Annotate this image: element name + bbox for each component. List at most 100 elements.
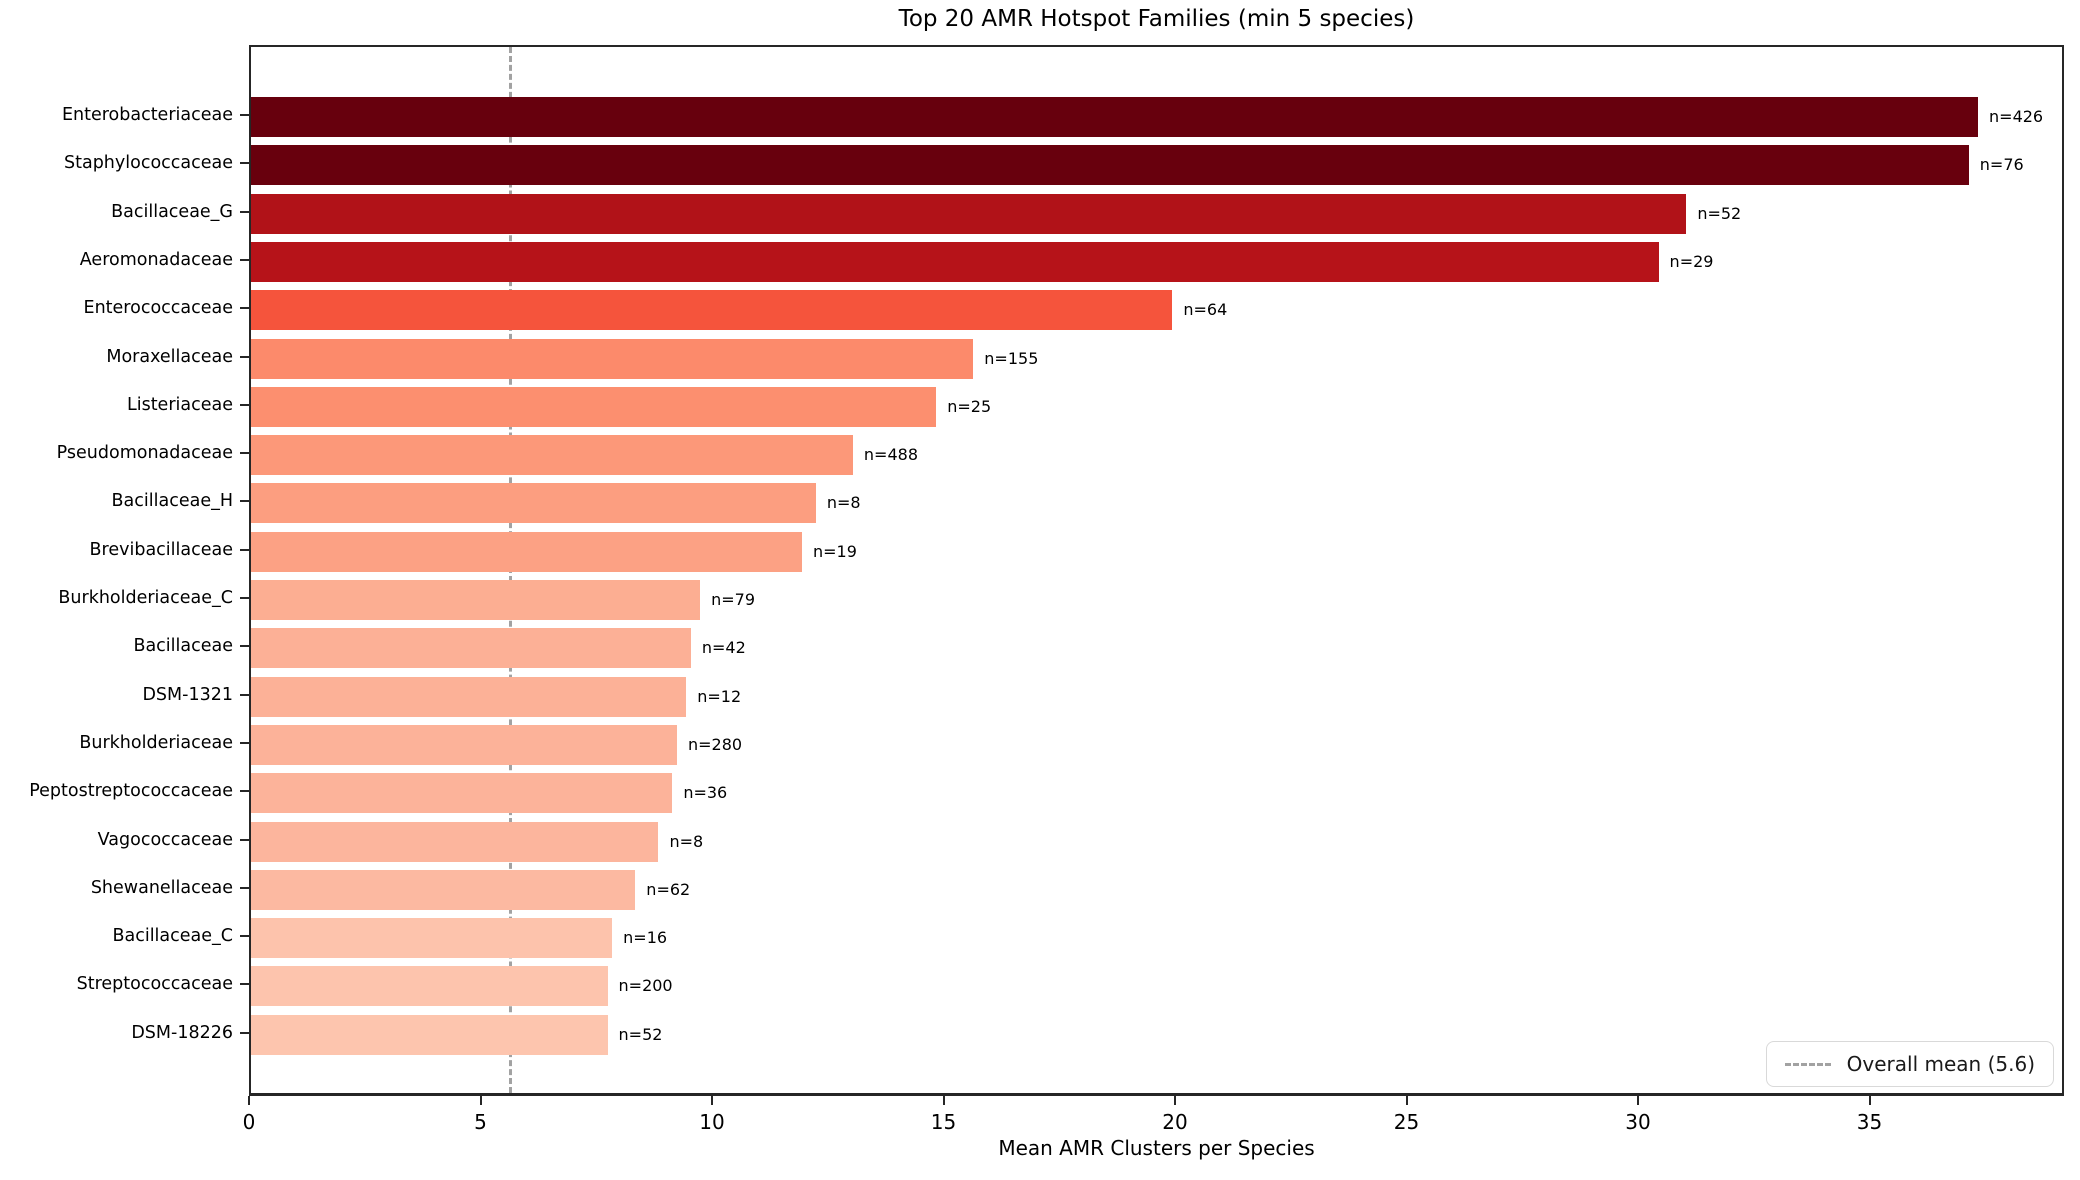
bar-count-label: n=16	[623, 928, 668, 948]
y-tick	[240, 307, 249, 310]
x-tick-label: 35	[1856, 1110, 1883, 1134]
x-tick-label: 15	[930, 1110, 957, 1134]
bar	[251, 773, 673, 814]
chart-title: Top 20 AMR Hotspot Families (min 5 speci…	[898, 6, 1415, 32]
x-tick	[1637, 1096, 1640, 1105]
y-tick	[240, 210, 249, 213]
bar	[251, 97, 1979, 137]
y-tick	[240, 838, 249, 841]
y-axis-label: DSM-18226	[131, 1022, 233, 1043]
y-axis-label: Burkholderiaceae	[79, 732, 233, 753]
y-axis-label: Bacillaceae_G	[111, 201, 233, 222]
y-axis-label: Bacillaceae	[133, 636, 233, 657]
y-tick	[240, 597, 249, 599]
bar	[251, 821, 659, 862]
bar-count-label: n=29	[1669, 251, 1714, 271]
x-tick-label: 20	[1162, 1110, 1188, 1134]
x-tick	[479, 1096, 482, 1105]
y-tick	[240, 790, 249, 793]
y-axis-label: Aeromonadaceae	[79, 249, 233, 270]
bar-count-label: n=488	[863, 445, 918, 465]
y-axis-label: Brevibacillaceae	[89, 539, 233, 560]
y-tick	[240, 741, 249, 744]
bar	[251, 1014, 608, 1055]
y-tick	[240, 500, 249, 503]
x-tick	[711, 1096, 713, 1105]
bar-count-label: n=52	[1697, 203, 1742, 223]
y-axis-label: Enterobacteriaceae	[61, 105, 233, 125]
legend-label: Overall mean (5.6)	[1846, 1052, 2035, 1076]
bar-count-label: n=155	[984, 348, 1039, 368]
y-axis-label: Burkholderiaceae_C	[58, 588, 233, 608]
bar	[251, 918, 613, 959]
y-tick	[240, 452, 249, 455]
y-tick	[240, 548, 249, 551]
bar	[251, 531, 802, 572]
bar-count-label: n=64	[1183, 300, 1228, 320]
y-tick	[240, 935, 249, 938]
y-tick	[240, 403, 249, 406]
bar	[251, 676, 687, 717]
bar	[251, 338, 974, 379]
y-axis-label: Bacillaceae_C	[112, 926, 233, 947]
x-tick-label: 0	[242, 1110, 256, 1134]
y-axis-label: Streptococcaceae	[76, 974, 233, 995]
y-tick	[240, 1031, 249, 1034]
bar-count-label: n=52	[618, 1024, 663, 1044]
bar	[251, 290, 1173, 331]
bar	[251, 193, 1687, 234]
y-axis-label: Staphylococcaceae	[64, 153, 233, 174]
x-tick-label: 30	[1625, 1110, 1651, 1134]
dashed-line-icon	[1784, 1062, 1831, 1066]
y-axis-label: Bacillaceae_H	[111, 491, 233, 512]
bar-count-label: n=426	[1989, 107, 2044, 126]
bar	[251, 580, 701, 620]
bar-count-label: n=200	[618, 976, 673, 996]
bar	[251, 435, 853, 476]
x-tick-label: 25	[1393, 1110, 1420, 1134]
y-axis-label: DSM-1321	[142, 684, 233, 705]
bar	[251, 483, 816, 524]
bar	[251, 145, 1969, 186]
bar-count-label: n=36	[683, 783, 728, 803]
y-tick	[240, 693, 249, 696]
y-tick	[240, 114, 249, 116]
x-tick	[1868, 1096, 1871, 1105]
bar	[251, 869, 636, 910]
bar-count-label: n=62	[646, 879, 691, 899]
y-axis-label: Peptostreptococcaceae	[29, 781, 233, 802]
bar-count-label: n=12	[697, 686, 742, 706]
bar-count-label: n=8	[669, 831, 704, 851]
x-tick-label: 10	[699, 1110, 725, 1134]
x-tick	[1174, 1096, 1177, 1105]
y-tick	[240, 645, 249, 648]
bar	[251, 724, 677, 765]
y-tick	[240, 355, 249, 358]
x-tick	[248, 1096, 250, 1105]
y-tick	[240, 162, 249, 165]
bar	[251, 628, 691, 669]
plot-area: n=426 n=76 n=52 n=29 n=64 n=155 n=25 n=488 n=8 n=…	[249, 45, 2064, 1096]
y-tick	[240, 258, 249, 261]
legend: Overall mean (5.6)	[1765, 1041, 2054, 1087]
bar-count-label: n=8	[826, 493, 861, 513]
y-axis-label: Vagococcaceae	[97, 829, 233, 850]
x-tick	[1405, 1096, 1408, 1105]
y-axis-label: Listeriaceae	[126, 394, 233, 415]
bar-count-label: n=280	[687, 734, 743, 754]
bar	[251, 386, 937, 427]
y-axis-label: Pseudomonadaceae	[56, 443, 233, 464]
bar-count-label: n=42	[701, 638, 746, 658]
bar-count-label: n=19	[812, 541, 857, 561]
y-axis-label: Shewanellaceae	[90, 877, 233, 898]
bar-count-label: n=79	[711, 590, 756, 609]
bar	[251, 241, 1659, 282]
x-tick	[942, 1096, 945, 1105]
bar	[251, 966, 608, 1007]
y-tick	[240, 886, 249, 889]
x-tick-label: 5	[474, 1110, 487, 1134]
y-axis-label: Moraxellaceae	[106, 346, 233, 367]
x-axis-title: Mean AMR Clusters per Species	[998, 1136, 1315, 1160]
y-tick	[240, 983, 249, 986]
